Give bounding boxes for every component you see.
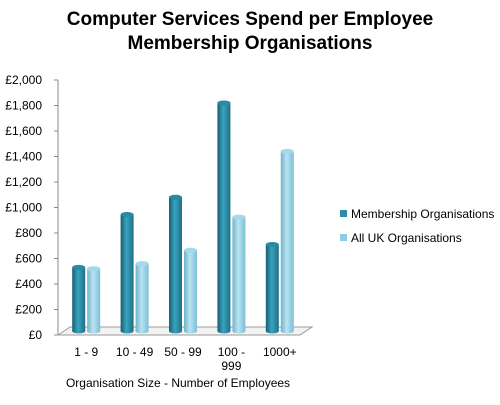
legend-swatch [340,210,347,217]
bar-membership-3 [217,100,231,334]
bar-base [217,328,231,334]
legend-swatch [340,234,347,241]
bar-all-uk-1 [135,261,149,334]
legend: Membership Organisations All UK Organisat… [340,207,494,245]
bar-all-uk-0 [87,266,101,334]
bar-body [280,151,294,331]
bar-all-uk-2 [184,247,197,334]
y-tick-label: £1,000 [5,201,42,215]
bar-body [72,267,86,331]
bar-top [87,266,101,272]
x-tick-label: 1000+ [263,345,297,359]
bar-top [184,247,197,253]
bar-body [169,197,182,331]
bar-top [120,212,134,218]
bar-body [184,250,197,331]
x-tick-label: 100 -999 [218,345,245,373]
bar-body [232,217,246,331]
bar-base [184,328,197,334]
x-tick-label: 1 - 9 [74,345,98,359]
bar-membership-2 [169,194,182,334]
bar-body [217,102,231,331]
y-tick-label: £200 [15,303,42,317]
bar-base [265,328,279,334]
bar-base [135,328,149,334]
bar-all-uk-4 [280,148,294,334]
chart-title: Computer Services Spend per Employee [66,9,434,30]
bar-base [232,328,246,334]
y-tick-label: £600 [15,252,42,266]
x-tick-label: 10 - 49 [116,345,154,359]
bar-top [232,214,246,220]
x-tick-label: 50 - 99 [164,345,202,359]
chart-subtitle: Membership Organisations [127,33,373,54]
y-tick-label: £0 [29,328,43,342]
bar-base [87,328,101,334]
bar-top [169,194,182,200]
bar-body [87,268,101,331]
bar-base [72,328,86,334]
bar-base [120,328,134,334]
labels-layer: 1 - 9 10 - 49 50 - 99 100 -999 1000+ [74,345,296,373]
bar-membership-4 [265,241,279,334]
bars-layer [72,100,294,334]
y-tick-label: £800 [15,226,42,240]
axis-layer: £0 £200 £400 £600 £800 £1,000 £1,200 £1,400 £1,6… [5,73,59,342]
chart-title-block: Computer Services Spend per Employee Mem… [0,8,500,56]
bar-top [217,100,231,106]
bar-base [280,328,294,334]
y-tick-label: £1,400 [5,150,42,164]
legend-label: Membership Organisations [351,207,494,221]
bar-body [135,263,149,331]
bar-top [72,264,86,270]
y-tick-label: £1,800 [5,99,42,113]
bar-top [280,148,294,154]
y-tick-label: £2,000 [5,73,42,87]
bar-membership-0 [72,264,86,334]
bar-body [120,214,134,331]
bar-top [135,261,149,267]
bar-top [265,241,279,247]
bar-all-uk-3 [232,214,246,334]
bar-body [265,244,279,331]
y-tick-label: £400 [15,277,42,291]
legend-label: All UK Organisations [351,231,462,245]
x-axis-title: Organisation Size - Number of Employees [66,376,290,390]
bar-membership-1 [120,212,134,334]
y-tick-label: £1,200 [5,175,42,189]
y-tick-label: £1,600 [5,124,42,138]
bar-base [169,328,182,334]
